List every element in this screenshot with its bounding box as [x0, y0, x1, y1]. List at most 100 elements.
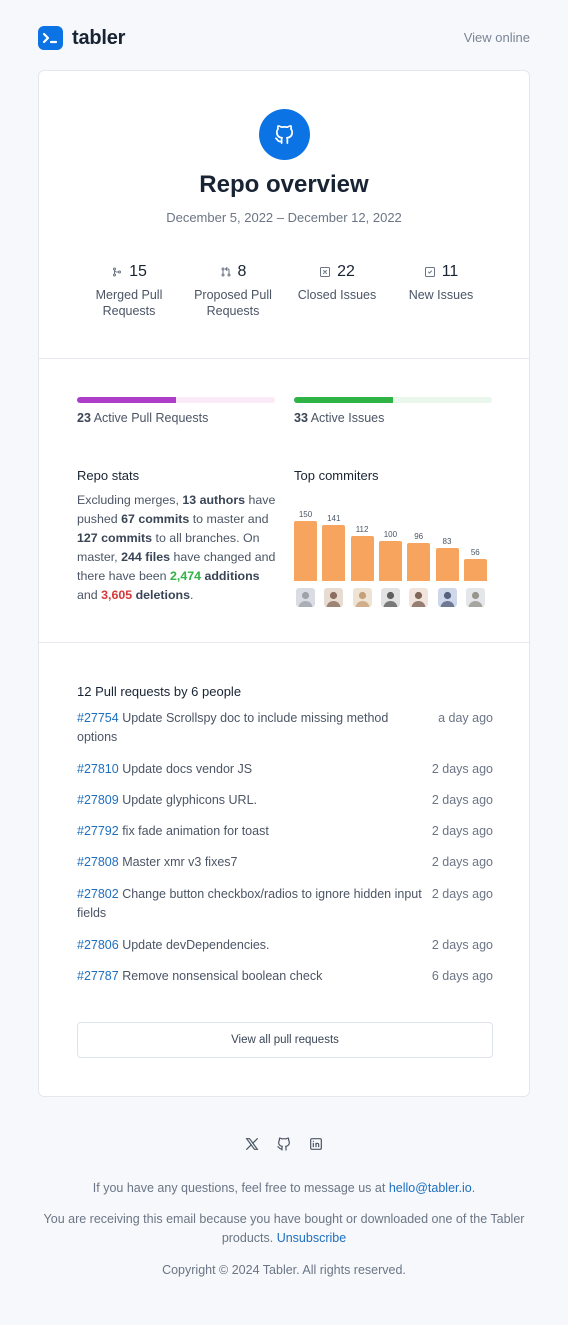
repo-stats-title: Repo stats	[77, 468, 140, 483]
pull-request-number-link[interactable]: #27754	[77, 711, 119, 725]
pull-request-text: #27754 Update Scrollspy doc to include m…	[77, 709, 429, 747]
pull-request-number-link[interactable]: #27802	[77, 887, 119, 901]
unsubscribe-link[interactable]: Unsubscribe	[276, 1231, 347, 1245]
pull-request-title: Update devDependencies.	[118, 938, 270, 952]
committer-bar	[463, 559, 487, 581]
social-links	[244, 1136, 324, 1154]
active-prs-progress	[77, 397, 275, 403]
pull-request-text: #27809 Update glyphicons URL.	[77, 791, 429, 810]
stat-value: 8	[237, 263, 247, 280]
pull-request-row[interactable]: #27754 Update Scrollspy doc to include m…	[77, 709, 493, 747]
stat-new-issues: 11 New Issues	[389, 261, 493, 331]
pull-request-title: Update docs vendor JS	[118, 762, 253, 776]
stat-label: Closed Issues	[297, 288, 377, 302]
pull-request-number-link[interactable]: #27810	[77, 762, 119, 776]
stat-label: New Issues	[408, 288, 474, 302]
square-check-icon	[424, 267, 435, 277]
committer-bar	[378, 541, 402, 581]
brand-name[interactable]: tabler	[72, 27, 126, 49]
pull-request-title: fix fade animation for toast	[118, 824, 269, 838]
github-icon	[275, 125, 294, 144]
pull-request-time: 2 days ago	[431, 887, 493, 901]
stat-value: 11	[441, 263, 459, 280]
divider	[39, 642, 529, 643]
pull-request-number-link[interactable]: #27787	[77, 969, 119, 983]
pull-request-text: #27810 Update docs vendor JS	[77, 760, 429, 779]
stat-closed-issues: 22 Closed Issues	[285, 261, 389, 331]
pull-request-text: #27806 Update devDependencies.	[77, 936, 429, 955]
email-card: Repo overview December 5, 2022 – Decembe…	[38, 70, 530, 1097]
pull-request-text: #27808 Master xmr v3 fixes7	[77, 853, 429, 872]
pull-request-time: 2 days ago	[431, 824, 493, 838]
committer-bar	[294, 521, 317, 581]
x-icon[interactable]	[244, 1136, 260, 1152]
committer-avatar[interactable]	[437, 588, 457, 607]
pull-request-time: 2 days ago	[431, 938, 493, 952]
committer-avatar[interactable]	[409, 588, 429, 607]
committer-avatar[interactable]	[324, 588, 344, 607]
pull-request-number-link[interactable]: #27809	[77, 793, 119, 807]
pull-request-title: Remove nonsensical boolean check	[118, 969, 323, 983]
git-pull-request-icon	[221, 267, 231, 277]
committer-bar-value: 56	[470, 548, 480, 557]
github-icon[interactable]	[276, 1136, 292, 1152]
pull-request-row[interactable]: #27802 Change button checkbox/radios to …	[77, 885, 493, 923]
pull-request-number-link[interactable]: #27806	[77, 938, 119, 952]
pull-request-number-link[interactable]: #27808	[77, 855, 119, 869]
footer-receiving: You are receiving this email because you…	[43, 1212, 525, 1245]
pull-request-row[interactable]: #27806 Update devDependencies. 2 days ago	[77, 936, 493, 955]
pull-request-number-link[interactable]: #27792	[77, 824, 119, 838]
committer-avatar[interactable]	[380, 588, 400, 607]
committer-bar-column: 141	[322, 485, 346, 581]
view-all-pull-requests-button[interactable]: View all pull requests	[77, 1022, 493, 1058]
committer-bar	[350, 536, 374, 581]
repo-stats-text: Excluding merges, 13 authors have pushed…	[77, 493, 276, 602]
footer-copyright: Copyright © 2024 Tabler. All rights rese…	[162, 1263, 406, 1277]
pull-request-time: a day ago	[438, 711, 493, 725]
contact-email-link[interactable]: hello@tabler.io	[388, 1181, 472, 1195]
stat-proposed-prs: 8 Proposed Pull Requests	[181, 261, 285, 331]
pull-request-title: Update Scrollspy doc to include missing …	[77, 711, 389, 744]
committer-bar-column: 96	[407, 503, 431, 581]
stat-label: Proposed Pull Requests	[194, 288, 272, 318]
view-online-link[interactable]: View online	[463, 30, 530, 45]
pull-request-title: Update glyphicons URL.	[118, 793, 257, 807]
committer-bar-value: 150	[298, 510, 313, 519]
active-issues-label: 33 Active Issues	[294, 411, 385, 425]
pull-request-title: Master xmr v3 fixes7	[118, 855, 238, 869]
stat-merged-prs: 15 Merged Pull Requests	[77, 261, 181, 331]
pull-request-row[interactable]: #27810 Update docs vendor JS 2 days ago	[77, 760, 493, 779]
stat-label: Merged Pull Requests	[95, 288, 163, 318]
github-badge	[259, 109, 310, 160]
pull-request-text: #27792 fix fade animation for toast	[77, 822, 429, 841]
pull-request-row[interactable]: #27809 Update glyphicons URL. 2 days ago	[77, 791, 493, 810]
committer-bar-value: 83	[442, 537, 452, 546]
tabler-logo-icon[interactable]	[38, 26, 63, 50]
committer-avatar[interactable]	[465, 588, 485, 607]
pull-request-text: #27802 Change button checkbox/radios to …	[77, 885, 429, 923]
pull-requests-heading: 12 Pull requests by 6 people	[77, 684, 242, 699]
active-prs-label: 23 Active Pull Requests	[77, 411, 209, 425]
committer-bar-column: 112	[350, 496, 374, 581]
committer-bar-value: 112	[355, 525, 369, 534]
pull-request-row[interactable]: #27792 fix fade animation for toast 2 day…	[77, 822, 493, 841]
page-title: Repo overview	[199, 171, 369, 198]
committer-bar-value: 96	[414, 532, 424, 541]
footer-questions: If you have any questions, feel free to …	[92, 1181, 476, 1195]
active-issues-progress	[294, 397, 492, 403]
linkedin-icon[interactable]	[308, 1136, 324, 1152]
top-committers-title: Top commiters	[294, 468, 379, 483]
pull-request-row[interactable]: #27787 Remove nonsensical boolean check 6…	[77, 967, 493, 986]
square-x-icon	[320, 267, 331, 277]
committer-bar-column: 83	[435, 508, 459, 581]
stats-row: 15 Merged Pull Requests 8 Proposed Pull …	[77, 261, 493, 331]
pull-request-row[interactable]: #27808 Master xmr v3 fixes7 2 days ago	[77, 853, 493, 872]
email-header: tabler View online	[38, 26, 530, 50]
date-range: December 5, 2022 – December 12, 2022	[166, 210, 402, 225]
committer-avatar[interactable]	[296, 588, 315, 607]
stat-value: 22	[337, 263, 355, 280]
pull-request-title: Change button checkbox/radios to ignore …	[77, 887, 422, 920]
pull-request-time: 6 days ago	[431, 969, 493, 983]
committer-avatar[interactable]	[352, 588, 372, 607]
pull-request-time: 2 days ago	[431, 762, 493, 776]
